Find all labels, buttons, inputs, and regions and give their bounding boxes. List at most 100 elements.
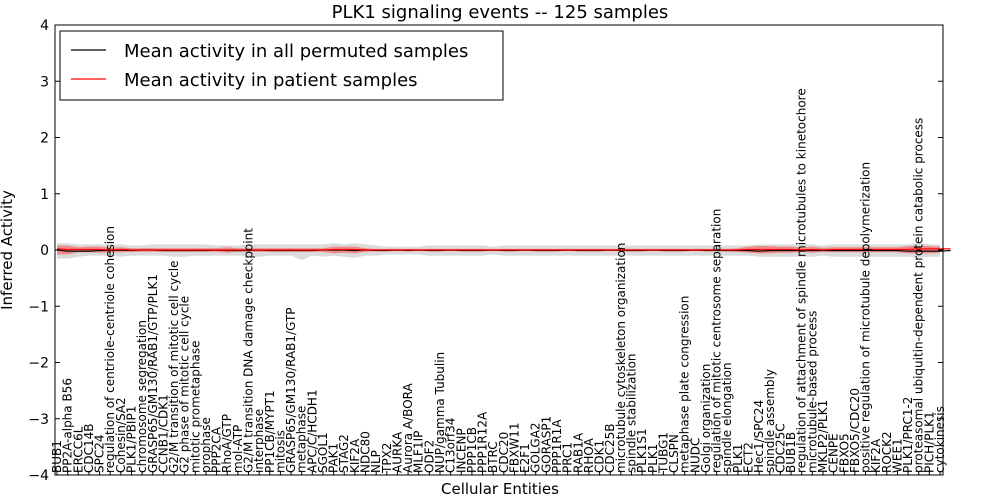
category-label: NDC80 (359, 431, 373, 473)
category-label: mitosis (273, 430, 287, 473)
x-axis-label: Cellular Entities (441, 480, 559, 498)
category-label: MLF1IP (412, 431, 426, 473)
patient-mean-line (56, 248, 951, 251)
category-label: BUB1B (784, 432, 798, 473)
y-tick-label: 3 (40, 74, 49, 90)
category-label: Hec1/SPC24 (752, 400, 766, 473)
category-label: ERCC6L (71, 426, 85, 473)
y-tick-label: 2 (40, 131, 49, 147)
category-label: FBXW11 (507, 423, 521, 474)
chart-title: PLK1 signaling events -- 125 samples (332, 2, 669, 23)
category-label: CENPE (827, 433, 841, 473)
category-label: PLK1 (731, 444, 745, 473)
category-label: FBXO5 (837, 433, 851, 473)
category-label: RhoA/GTP (220, 414, 234, 473)
category-label: chromosome segregation (135, 320, 149, 473)
category-label: NUP/gamma Tubulin (433, 352, 447, 473)
category-label: E2F1 (518, 443, 532, 473)
category-label: APC/C/HCDH1 (305, 389, 319, 473)
category-label: BUB1 (50, 440, 64, 473)
category-label: regulation of centriole-centriole cohesi… (103, 226, 117, 473)
category-label: spindle assembly (763, 369, 777, 473)
series-lines (56, 248, 951, 252)
category-label: RHOA (582, 437, 596, 473)
category-label: microtubule cytoskeleton organization (614, 243, 628, 473)
category-label: C13orf34 (444, 418, 458, 473)
category-label: Aurora A/BORA (401, 383, 415, 473)
category-label: FBXO5/CDC20 (848, 388, 862, 473)
category-label: CDC25C (773, 423, 787, 473)
category-label: metaphase plate congression (678, 296, 692, 473)
category-label: spindle stabilization (624, 353, 638, 473)
category-label: CDC20 (497, 432, 511, 473)
category-label: INCENP (454, 428, 468, 473)
category-label: SGOL1 (316, 432, 330, 473)
category-label: NUDC (688, 438, 702, 473)
category-label: PPP1R12A (476, 411, 490, 473)
category-label: CDC14B (82, 424, 96, 474)
plot-frame (54, 24, 944, 476)
category-label: PLK1/PBIP1 (124, 406, 138, 473)
category-label: G2 phase of mitotic cell cycle (178, 296, 192, 473)
y-tick-label: 1 (40, 187, 49, 203)
category-label: regulation of mitotic centrosome separat… (710, 209, 724, 473)
category-label: PAK1 (327, 443, 341, 473)
category-label: metaphase (295, 406, 309, 473)
category-label: MKLP2/PLK1 (816, 400, 830, 473)
category-label: SPC24 (93, 434, 107, 473)
category-label: TPX2 (380, 443, 394, 474)
category-label: spindle elongation (720, 362, 734, 473)
category-label: proteasomal ubiquitin-dependent protein … (912, 118, 926, 473)
permuted-activity-band (57, 243, 940, 261)
category-label: GRASP65/GM130/RAB1/GTP (284, 307, 298, 473)
y-tick-label: 0 (40, 243, 49, 259)
category-label: microtubule-based process (805, 311, 819, 473)
y-axis-ticks: −4 −3 −2 −1 0 1 2 3 4 (28, 18, 943, 484)
category-label: CLSPN (667, 434, 681, 473)
category-label: positive regulation of microtubule depol… (859, 162, 873, 473)
category-label: Golgi organization (699, 364, 713, 473)
category-label: ROCK2 (880, 431, 894, 473)
category-label: PP1CB/MYPT1 (263, 390, 277, 473)
category-label: PLK1S1 (635, 428, 649, 473)
category-label: PPP2CA (210, 426, 224, 473)
category-label: TUBG1 (656, 432, 670, 474)
category-label: RAB1A (571, 432, 585, 473)
category-label: PLK1 (646, 444, 660, 473)
category-label: PLK1/PRC1-2 (901, 397, 915, 473)
y-tick-label: −4 (28, 468, 49, 484)
category-label: BTRC (486, 441, 500, 473)
legend: Mean activity in all permuted samples Me… (59, 30, 504, 101)
category-label: STAG2 (337, 434, 351, 473)
category-label: KIF2A (348, 438, 362, 473)
category-label: CCNB1/CDK1 (156, 394, 170, 473)
y-tick-label: −3 (28, 412, 49, 428)
category-label: PPP1CB (465, 427, 479, 473)
category-label: CDK1 (593, 440, 607, 473)
category-label: prophase (199, 417, 213, 473)
y-tick-label: 4 (40, 18, 49, 34)
category-label: CDC25B (603, 424, 617, 474)
category-label: mol-ATP (231, 425, 245, 473)
category-label: ODF2 (422, 440, 436, 473)
category-label: Cohesin/SA2 (114, 397, 128, 473)
category-label: GOLGA2 (529, 422, 543, 473)
category-label: GRASP65/GM130/RAB1/GTP/PLK1 (146, 274, 160, 473)
category-label: mitotic prometaphase (188, 341, 202, 474)
category-label: interphase (252, 409, 266, 473)
category-label: GORASP1 (539, 416, 553, 473)
x-axis-ticks (56, 471, 941, 475)
category-label: AURKA (390, 431, 404, 473)
category-label: PICH/PLK1 (922, 411, 936, 473)
category-label: ECT2 (742, 442, 756, 473)
y-tick-label: −2 (28, 356, 49, 372)
category-label: WEE1 (890, 438, 904, 473)
category-label: cytokinesis (933, 406, 947, 473)
category-label: regulation of attachment of spindle micr… (795, 88, 809, 473)
category-label: NLP (369, 450, 383, 473)
legend-label-permuted: Mean activity in all permuted samples (124, 41, 468, 62)
category-label: PPP1R1A (550, 419, 564, 473)
legend-box (59, 30, 504, 101)
